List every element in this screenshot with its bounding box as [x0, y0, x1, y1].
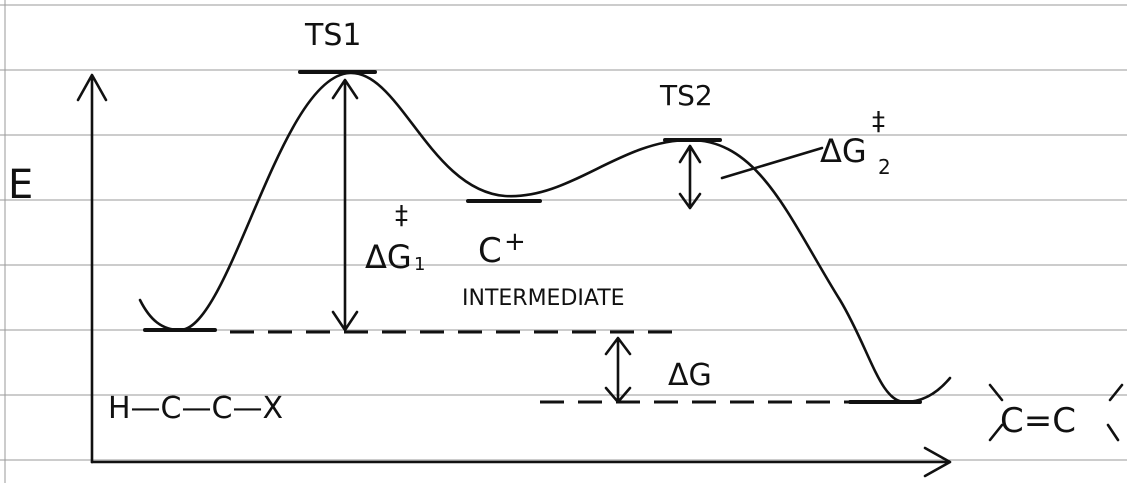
- ts1-label: TS1: [304, 18, 361, 53]
- intermediate-symbol: C: [478, 231, 502, 271]
- dg-arrow: [606, 338, 630, 402]
- intermediate-charge: +: [504, 227, 526, 257]
- dg1-sup: ‡: [395, 201, 408, 231]
- dg-symbol: ΔG: [668, 358, 712, 393]
- dg2-leader: [722, 148, 822, 178]
- dg2-sup: ‡: [872, 107, 885, 137]
- dg1-symbol: ΔG: [365, 238, 412, 276]
- axis-label: E: [8, 162, 33, 208]
- intermediate-label: INTERMEDIATE: [462, 286, 625, 311]
- reactant-label: H—C—C—X: [108, 391, 283, 426]
- dg1-sub: 1: [414, 254, 425, 275]
- product-label: C=C: [1000, 401, 1076, 441]
- dg2-arrow: [680, 146, 700, 208]
- dg1-arrow: [333, 80, 357, 330]
- energy-diagram: E TS1 TS2 C + INTERMEDIATE H—C—C—X C=C Δ…: [0, 0, 1127, 483]
- dg2-symbol: ΔG: [820, 132, 867, 170]
- dg2-sub: 2: [878, 155, 891, 179]
- energy-curve: [140, 73, 950, 402]
- ts2-label: TS2: [659, 79, 713, 112]
